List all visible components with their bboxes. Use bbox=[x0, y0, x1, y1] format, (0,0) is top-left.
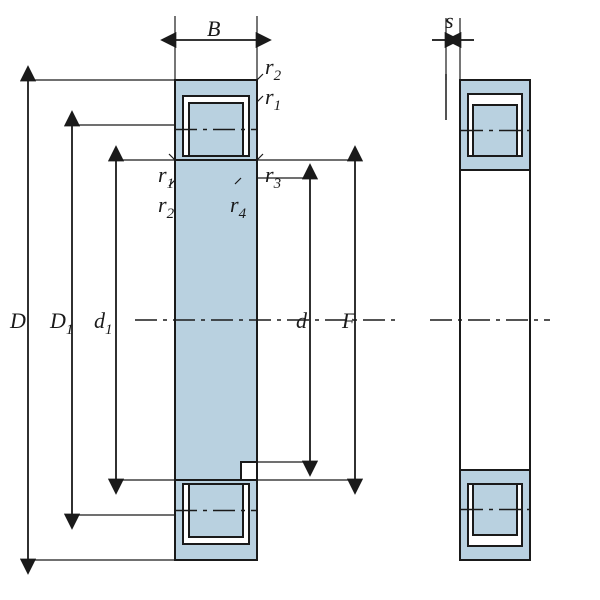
svg-text:D: D bbox=[9, 308, 26, 333]
svg-text:B: B bbox=[207, 16, 220, 41]
svg-text:d1: d1 bbox=[94, 308, 113, 338]
svg-text:r1: r1 bbox=[265, 84, 281, 114]
svg-text:d: d bbox=[296, 308, 308, 333]
svg-text:D1: D1 bbox=[49, 308, 73, 338]
svg-text:r2: r2 bbox=[265, 54, 282, 84]
svg-text:r2: r2 bbox=[158, 192, 175, 222]
svg-text:r3: r3 bbox=[265, 162, 281, 192]
svg-text:s: s bbox=[445, 8, 454, 33]
svg-text:r1: r1 bbox=[158, 162, 174, 192]
svg-text:F: F bbox=[341, 308, 356, 333]
bearing-diagram: BsDD1d1dFr1r2r2r1r3r4 bbox=[0, 0, 600, 600]
